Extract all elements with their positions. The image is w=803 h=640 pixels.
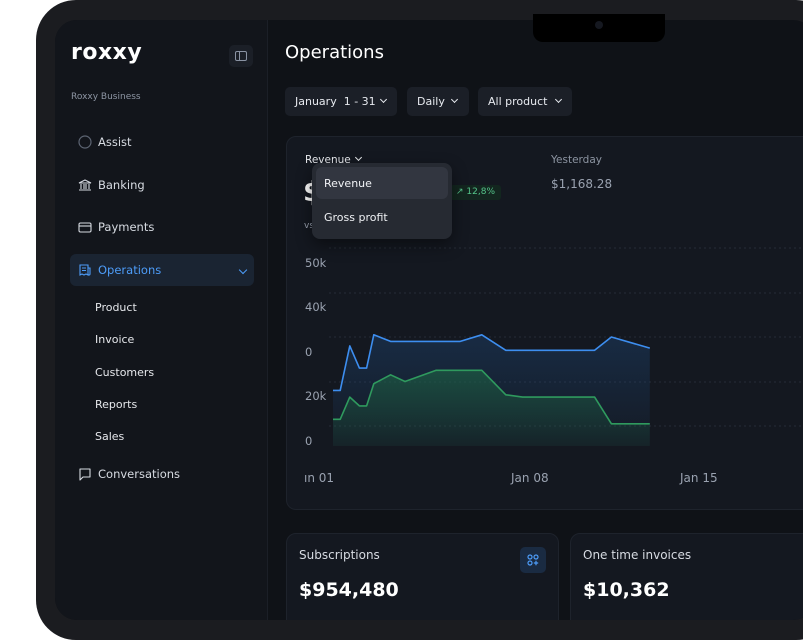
main-content: Operations January 1 - 31 Daily All prod… <box>268 20 803 620</box>
stat-label: One time invoices <box>583 548 692 562</box>
interval-filter[interactable]: Daily <box>407 87 469 116</box>
comparison-label: vs <box>304 221 315 231</box>
page-title: Operations <box>285 42 384 63</box>
sidebar-collapse-button[interactable] <box>229 45 253 67</box>
camera-icon <box>595 21 603 29</box>
y-tick-label: 50k <box>305 256 327 270</box>
sidebar-subitem-product[interactable]: Product <box>95 301 137 314</box>
sidebar-item-label: Conversations <box>98 467 181 481</box>
date-range-filter[interactable]: January 1 - 31 <box>285 87 397 116</box>
y-tick-label: 40k <box>305 300 327 314</box>
sidebar-item-assist[interactable]: Assist <box>70 126 254 158</box>
assist-circle-icon <box>78 135 92 149</box>
stat-value: $10,362 <box>583 579 670 601</box>
chevron-down-icon <box>379 95 388 104</box>
y-tick-label: 0 <box>305 434 313 448</box>
sidebar-item-payments[interactable]: Payments <box>70 211 254 243</box>
receipt-icon <box>79 264 91 276</box>
sidebar-item-label: Assist <box>98 135 132 149</box>
filter-label: January 1 - 31 <box>295 95 376 108</box>
y-tick-label: 0 <box>305 345 313 359</box>
y-tick-label: 20k <box>305 389 327 403</box>
sidebar-item-label: Banking <box>98 178 145 192</box>
product-filter[interactable]: All product <box>478 87 572 116</box>
revenue-chart-card: Revenue $ vs ↗ 12,8% Yesterday $1,168.28… <box>286 136 803 510</box>
x-tick-label: ın 01 <box>304 471 335 485</box>
sidebar-subitem-sales[interactable]: Sales <box>95 430 125 443</box>
sidebar-subitem-customers[interactable]: Customers <box>95 366 155 379</box>
sidebar-item-label: Payments <box>98 220 155 234</box>
card-icon <box>78 222 92 233</box>
apps-button[interactable] <box>520 547 546 573</box>
option-label: Gross profit <box>324 211 388 224</box>
yesterday-label: Yesterday <box>551 154 602 166</box>
subscriptions-card: Subscriptions $954,480 <box>286 533 559 620</box>
app-window: roxxy Roxxy Business Assist Banking Paym… <box>55 20 803 620</box>
sidebar-item-label: Operations <box>98 263 162 277</box>
metric-dropdown-menu: Revenue Gross profit <box>312 163 452 239</box>
sidebar-subitem-reports[interactable]: Reports <box>95 398 138 411</box>
option-label: Revenue <box>324 177 372 190</box>
filter-label: Daily <box>417 95 445 108</box>
chevron-down-icon <box>554 95 563 104</box>
gross-profit-series-line <box>333 369 650 425</box>
camera-notch <box>533 14 665 42</box>
yesterday-value: $1,168.28 <box>551 177 613 191</box>
grid-plus-icon <box>527 554 539 566</box>
sidebar-item-operations[interactable]: Operations <box>70 254 254 286</box>
x-tick-label: Jan 15 <box>680 471 718 485</box>
sidebar-item-banking[interactable]: Banking <box>70 169 254 201</box>
sidebar: roxxy Roxxy Business Assist Banking Paym… <box>55 20 268 620</box>
change-value: 12,8% <box>466 187 495 197</box>
workspace-name: Roxxy Business <box>71 92 141 102</box>
stat-value: $954,480 <box>299 579 399 601</box>
x-tick-label: Jan 08 <box>511 471 549 485</box>
stat-label: Subscriptions <box>299 548 380 562</box>
sidebar-item-conversations[interactable]: Conversations <box>70 458 254 490</box>
revenue-line-chart <box>329 247 803 446</box>
brand-logo: roxxy <box>71 40 143 65</box>
trend-up-icon: ↗ <box>456 187 467 197</box>
revenue-series-line <box>333 334 651 392</box>
dropdown-option-revenue[interactable]: Revenue <box>316 167 448 199</box>
chat-icon <box>79 468 91 481</box>
gross-profit-series-line-area <box>333 370 650 446</box>
sidebar-toggle-icon <box>235 51 247 61</box>
chevron-down-icon <box>238 265 248 275</box>
filter-label: All product <box>488 95 548 108</box>
bank-icon <box>78 179 92 191</box>
dropdown-option-gross-profit[interactable]: Gross profit <box>316 201 448 233</box>
sidebar-subitem-invoice[interactable]: Invoice <box>95 333 135 346</box>
chevron-down-icon <box>450 95 459 104</box>
one-time-invoices-card: One time invoices $10,362 <box>570 533 803 620</box>
change-badge: ↗ 12,8% <box>450 185 501 200</box>
